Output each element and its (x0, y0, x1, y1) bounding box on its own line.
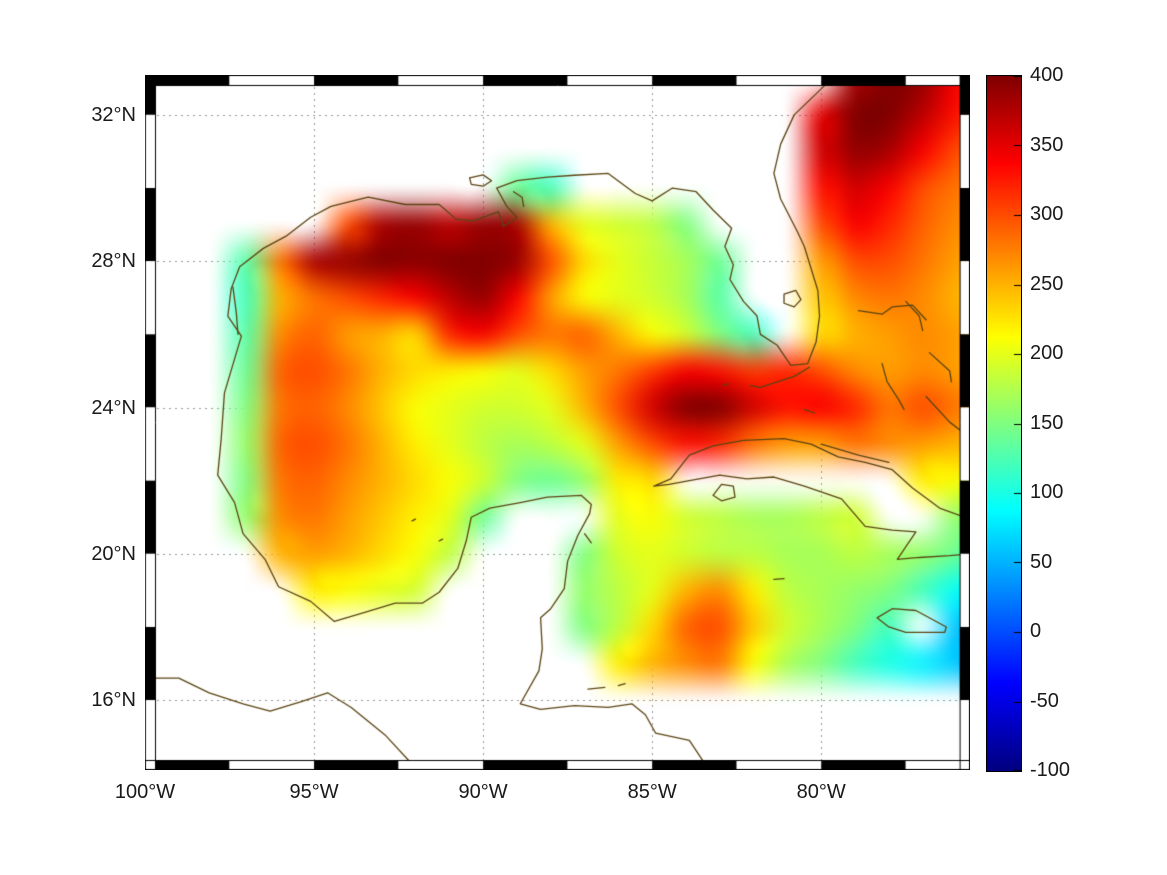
colorbar-tick-label: 400 (1030, 64, 1064, 86)
colorbar-tick-label: 300 (1030, 203, 1064, 225)
y-axis-tick-label: 16°N (91, 689, 136, 712)
y-axis-tick-label: 32°N (91, 103, 136, 126)
colorbar-tick-label: 150 (1030, 411, 1064, 434)
x-axis-tick-label: 90°W (458, 781, 508, 803)
colorbar-tick-label: 100 (1030, 481, 1064, 503)
y-axis-tick-label: 20°N (91, 542, 136, 565)
x-axis-tick-label: 80°W (796, 781, 846, 803)
colorbar-tick-label: -50 (1030, 689, 1059, 712)
colorbar-tick-label: 350 (1030, 133, 1064, 156)
x-axis-tick-label: 100°W (114, 781, 176, 803)
colorbar-tick-label: 200 (1030, 342, 1064, 364)
colorbar-tick-label: 0 (1030, 620, 1042, 642)
x-axis-tick-label: 95°W (289, 781, 339, 803)
x-axis-tick-label: 85°W (627, 781, 677, 803)
colorbar-tick-label: -100 (1030, 759, 1071, 781)
colorbar (986, 75, 1022, 772)
colorbar-tick-label: 50 (1030, 550, 1053, 573)
y-axis-tick-label: 28°N (91, 250, 136, 273)
y-axis-tick-label: 24°N (91, 396, 136, 419)
colorbar-tick-label: 250 (1030, 272, 1064, 295)
map-plot-canvas (145, 75, 970, 770)
